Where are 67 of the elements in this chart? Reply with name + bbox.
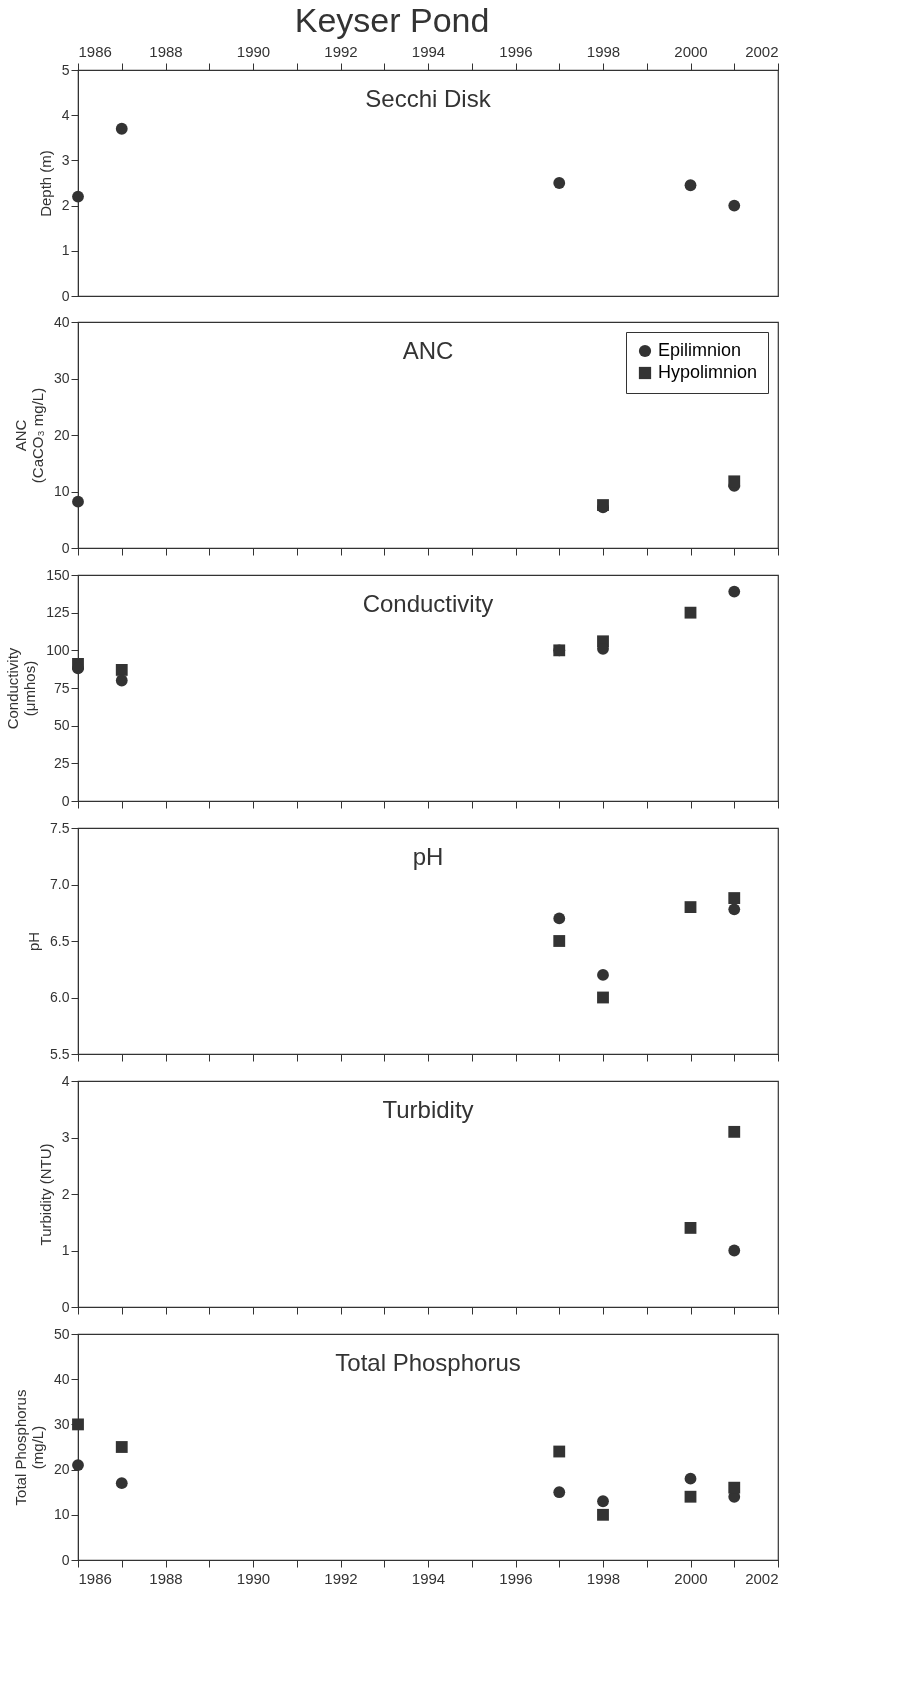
x-tick-label: 1990 [236,1569,271,1587]
y-tick-label: 20 [53,1461,70,1478]
y-tick-label: 3 [61,151,70,168]
y-axis-title: Conductivity (μmhos) [4,647,39,730]
y-axis-title: Total Phosphorus (mg/L) [11,1389,46,1506]
y-tick-label: 30 [53,370,70,386]
y-tick-label: 40 [53,1370,70,1387]
text: Total Phosphorus [335,1349,521,1376]
y-tick-label: 2 [61,197,70,214]
y-tick-label: 10 [53,483,70,499]
y-tick-label: 40 [53,313,70,330]
x-tick-label: 2002 [745,42,779,60]
x-tick-label: 2000 [674,42,708,60]
y-tick-label: 50 [53,1325,70,1342]
y-axis-title: pH [25,931,43,952]
y-axis-title: ANC (CaCO₃ mg/L) [11,387,46,484]
legend-label: Epilimnion [658,340,742,360]
y-axis-title: Turbidity (NTU) [36,1143,54,1246]
y-tick-label: 150 [46,566,70,583]
x-tick-label: 1986 [78,42,112,60]
x-tick-label: 1998 [586,1569,621,1587]
y-tick-label: 20 [53,426,70,443]
y-tick-label: 7.5 [50,819,70,836]
y-tick-label: 7.0 [50,876,70,892]
y-tick-label: 6.5 [50,932,70,949]
y-tick-label: 10 [53,1506,70,1523]
y-tick-label: 5 [61,61,70,78]
text: Conductivity [362,590,494,617]
y-tick-label: 6.0 [50,989,70,1005]
y-tick-label: 100 [46,641,70,658]
x-tick-label: 1988 [149,1569,183,1587]
y-axis-title: Depth (m) [36,150,54,217]
x-tick-label: 1988 [149,42,183,60]
y-tick-label: 25 [53,754,70,771]
y-tick-label: 1 [61,242,70,259]
x-tick-label: 2000 [674,1569,708,1587]
y-tick-label: 50 [53,717,70,734]
y-tick-label: 5.5 [50,1045,70,1062]
x-tick-label: 1986 [78,1569,112,1587]
text: Turbidity [382,1096,474,1123]
y-tick-label: 30 [53,1415,70,1432]
y-tick-label: 0 [61,1551,70,1568]
text: pH [412,843,444,870]
text: ANC [402,337,454,364]
text: Keyser Pond [294,1,490,40]
y-tick-label: 0 [61,539,70,556]
y-tick-label: 0 [61,287,70,304]
y-tick-label: 4 [61,1072,70,1089]
legend-label: Hypolimnion [658,362,758,382]
x-tick-label: 1994 [411,42,446,60]
x-tick-label: 1994 [411,1569,446,1587]
y-tick-label: 2 [61,1185,70,1202]
y-tick-label: 125 [46,604,70,621]
text: Secchi Disk [365,85,492,112]
y-tick-label: 4 [61,106,70,123]
y-tick-label: 0 [61,792,70,809]
y-tick-label: 75 [53,679,70,696]
x-tick-label: 2002 [745,1569,779,1587]
y-tick-label: 0 [61,1298,70,1315]
y-tick-label: 3 [61,1129,70,1145]
y-tick-label: 1 [61,1242,70,1258]
x-tick-label: 1996 [499,1569,533,1587]
x-tick-label: 1998 [586,42,621,60]
x-tick-label: 1990 [236,42,271,60]
x-tick-label: 1992 [324,42,358,60]
x-tick-label: 1996 [499,42,533,60]
x-tick-label: 1992 [324,1569,358,1587]
